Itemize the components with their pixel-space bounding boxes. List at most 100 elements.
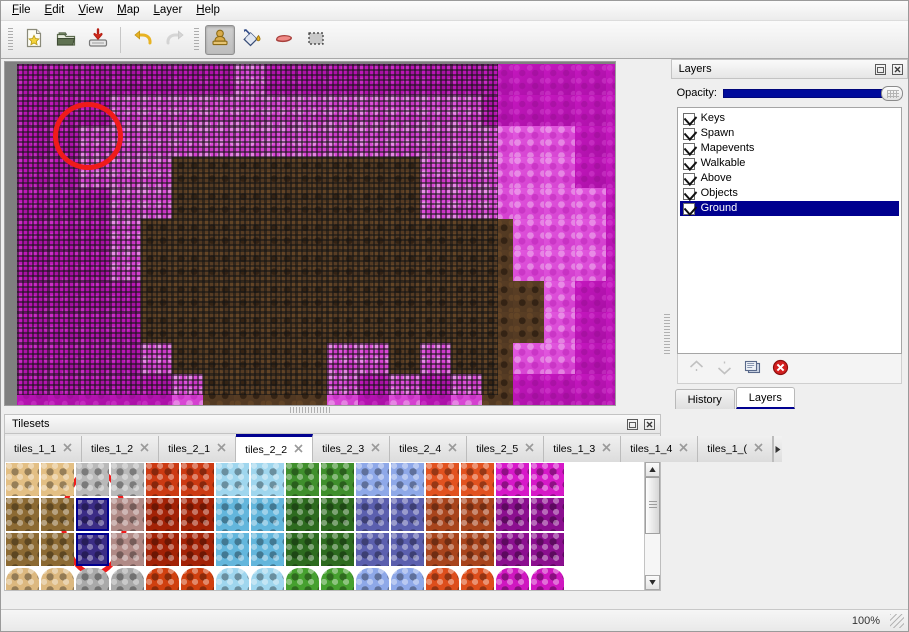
map-tile[interactable] [48, 95, 79, 126]
map-tile[interactable] [48, 312, 79, 343]
map-tile[interactable] [141, 64, 172, 95]
layer-row[interactable]: Ground [679, 201, 900, 216]
map-tile[interactable] [79, 95, 110, 126]
map-tile[interactable] [389, 157, 420, 188]
map-canvas[interactable] [4, 61, 616, 406]
map-tile[interactable] [141, 95, 172, 126]
map-tile[interactable] [513, 312, 544, 343]
map-tile[interactable] [17, 281, 48, 312]
map-tile[interactable] [203, 188, 234, 219]
map-tile[interactable] [48, 219, 79, 250]
map-tile[interactable] [451, 64, 482, 95]
save-map-button[interactable] [83, 25, 113, 55]
layer-row[interactable]: Walkable [680, 156, 899, 171]
tileset-tile[interactable] [356, 463, 389, 496]
map-tile[interactable] [17, 126, 48, 157]
map-tile[interactable] [48, 374, 79, 405]
map-tile[interactable] [141, 126, 172, 157]
map-tile[interactable] [79, 250, 110, 281]
tileset-tile[interactable] [531, 568, 564, 590]
map-tile[interactable] [17, 312, 48, 343]
map-tile[interactable] [513, 95, 544, 126]
map-tile[interactable] [327, 219, 358, 250]
map-tile[interactable] [544, 343, 575, 374]
tileset-tile[interactable] [251, 498, 284, 531]
map-tile[interactable] [451, 157, 482, 188]
close-tab-icon[interactable] [602, 443, 611, 455]
map-tile[interactable] [234, 219, 265, 250]
toolbar-tools-drag-handle[interactable] [193, 27, 200, 52]
tileset-tile[interactable] [41, 568, 74, 590]
map-tile[interactable] [172, 250, 203, 281]
map-tile[interactable] [17, 157, 48, 188]
map-tile[interactable] [296, 250, 327, 281]
toolbar-drag-handle[interactable] [7, 27, 14, 52]
map-tile[interactable] [172, 374, 203, 405]
map-tile[interactable] [48, 188, 79, 219]
tileset-tile[interactable] [391, 533, 424, 566]
tileset-tile[interactable] [356, 568, 389, 590]
map-tile[interactable] [172, 157, 203, 188]
map-tile[interactable] [79, 157, 110, 188]
map-tile[interactable] [327, 281, 358, 312]
map-tile[interactable] [110, 188, 141, 219]
map-tile[interactable] [482, 126, 513, 157]
open-map-button[interactable] [51, 25, 81, 55]
close-tab-icon[interactable] [217, 443, 226, 455]
map-tile[interactable] [48, 64, 79, 95]
map-tile[interactable] [575, 405, 606, 406]
tileset-tile[interactable] [461, 463, 494, 496]
tileset-tile[interactable] [181, 568, 214, 590]
map-tile[interactable] [79, 312, 110, 343]
map-tile[interactable] [265, 188, 296, 219]
map-tile[interactable] [17, 250, 48, 281]
map-tile[interactable] [79, 219, 110, 250]
map-tile[interactable] [389, 126, 420, 157]
map-tile[interactable] [265, 126, 296, 157]
map-tile[interactable] [513, 219, 544, 250]
map-tile[interactable] [575, 64, 606, 95]
map-tile[interactable] [389, 188, 420, 219]
map-tile[interactable] [513, 405, 544, 406]
menu-layer[interactable]: Layer [153, 4, 183, 16]
map-tile[interactable] [482, 157, 513, 188]
close-tab-icon[interactable] [448, 443, 457, 455]
menu-file[interactable]: File [12, 4, 31, 16]
map-tile[interactable] [110, 157, 141, 188]
new-map-button[interactable] [19, 25, 49, 55]
map-tile[interactable] [358, 374, 389, 405]
menu-view[interactable]: View [78, 4, 104, 16]
tileset-tile-grid[interactable] [5, 462, 644, 590]
tileset-tile[interactable] [286, 498, 319, 531]
tileset-tab-tiles_1_1[interactable]: tiles_1_1 [5, 436, 83, 462]
map-tile[interactable] [606, 64, 615, 95]
tileset-tile[interactable] [111, 498, 144, 531]
select-tool-button[interactable] [301, 25, 331, 55]
map-tile[interactable] [389, 405, 420, 406]
map-tile[interactable] [110, 374, 141, 405]
tileset-tile[interactable] [41, 533, 74, 566]
map-tile[interactable] [358, 188, 389, 219]
tileset-tile[interactable] [286, 463, 319, 496]
map-tile[interactable] [172, 219, 203, 250]
layer-row[interactable]: Objects [680, 186, 899, 201]
map-tile[interactable] [172, 281, 203, 312]
map-tile[interactable] [544, 312, 575, 343]
map-tile[interactable] [327, 374, 358, 405]
map-tile[interactable] [17, 405, 48, 406]
tileset-tile[interactable] [321, 463, 354, 496]
map-tile[interactable] [327, 95, 358, 126]
tileset-tile[interactable] [6, 568, 39, 590]
map-tile[interactable] [575, 126, 606, 157]
redo-button[interactable] [160, 25, 190, 55]
map-tile[interactable] [482, 219, 513, 250]
tileset-tile[interactable] [251, 463, 284, 496]
map-tile[interactable] [296, 343, 327, 374]
close-tab-icon[interactable] [294, 443, 303, 456]
map-tile[interactable] [327, 405, 358, 406]
map-tile[interactable] [48, 250, 79, 281]
tileset-tile[interactable] [251, 533, 284, 566]
layers-close-icon[interactable] [890, 62, 904, 76]
map-tile[interactable] [606, 126, 615, 157]
dock-tab-layers[interactable]: Layers [735, 387, 795, 409]
